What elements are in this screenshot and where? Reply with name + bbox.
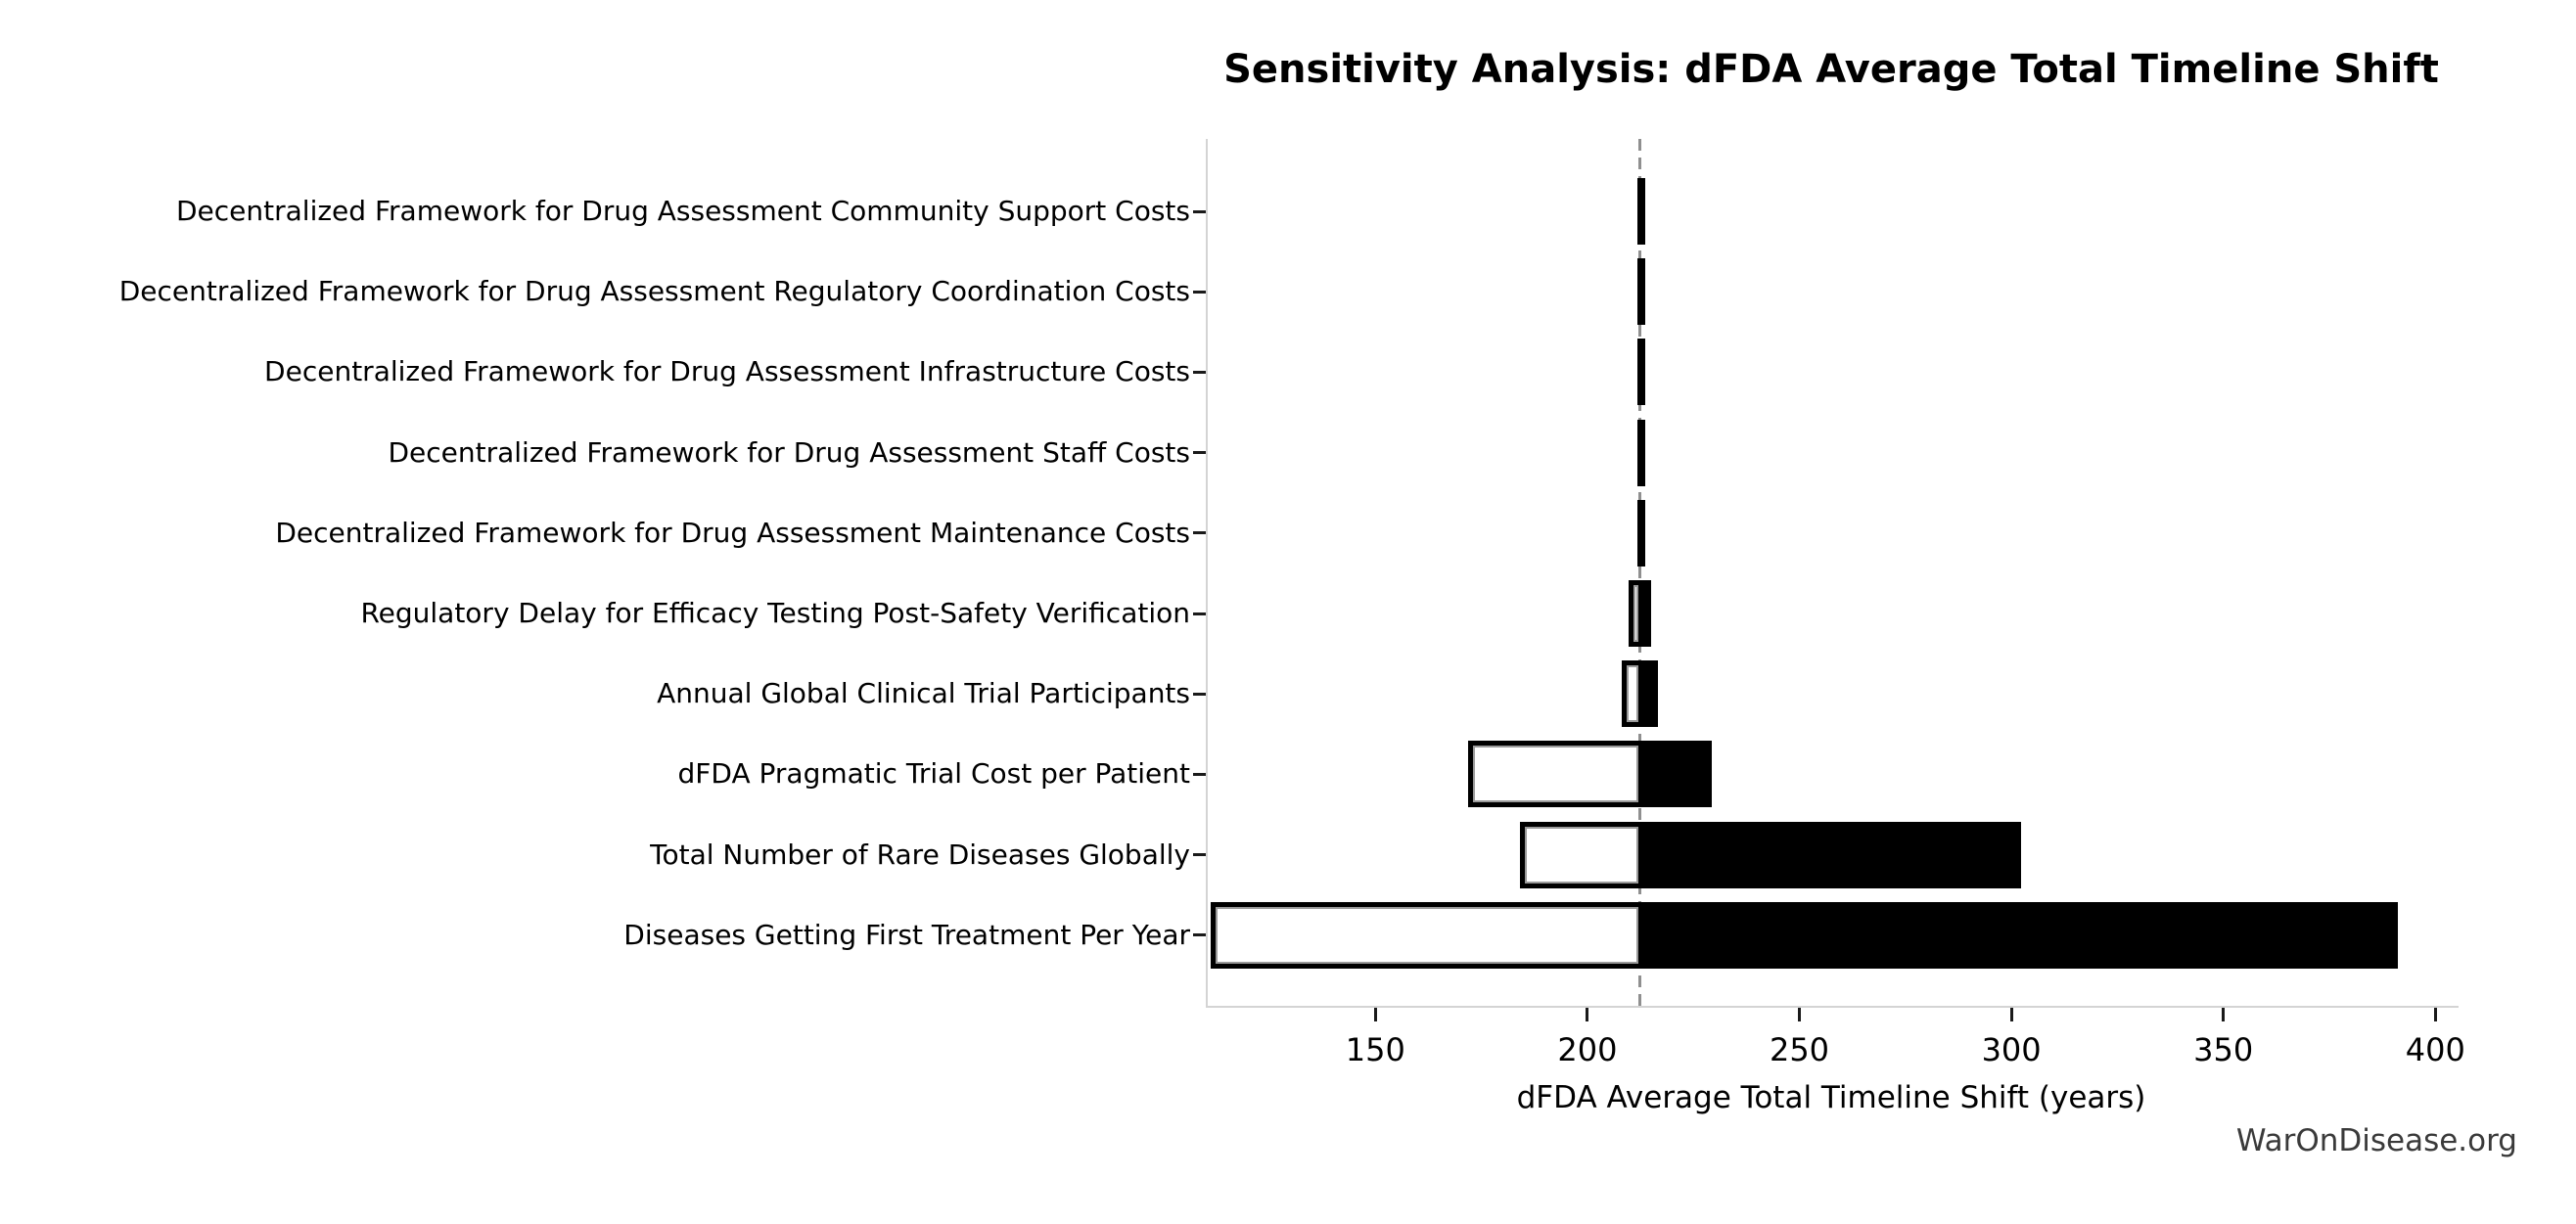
tornado-bar bbox=[1622, 660, 1658, 728]
x-tick-mark bbox=[1586, 1008, 1589, 1021]
y-tick-mark bbox=[1193, 933, 1206, 937]
x-tick-label: 150 bbox=[1345, 1031, 1405, 1068]
x-tick-mark bbox=[1798, 1008, 1801, 1021]
category-label: Decentralized Framework for Drug Assessm… bbox=[264, 355, 1190, 388]
x-tick-mark bbox=[1373, 1008, 1377, 1021]
tornado-bar-low-segment bbox=[1633, 585, 1638, 642]
x-tick-mark bbox=[2222, 1008, 2226, 1021]
x-tick-mark bbox=[2433, 1008, 2437, 1021]
y-tick-mark bbox=[1193, 290, 1206, 294]
category-label: Decentralized Framework for Drug Assessm… bbox=[176, 195, 1190, 227]
x-tick-label: 350 bbox=[2193, 1031, 2254, 1068]
y-tick-mark bbox=[1193, 531, 1206, 535]
y-tick-mark bbox=[1193, 451, 1206, 455]
x-axis-label: dFDA Average Total Timeline Shift (years… bbox=[1516, 1080, 2146, 1115]
x-tick-label: 200 bbox=[1557, 1031, 1618, 1068]
y-tick-mark bbox=[1193, 692, 1206, 696]
category-label: Total Number of Rare Diseases Globally bbox=[650, 838, 1190, 871]
category-label: Annual Global Clinical Trial Participant… bbox=[657, 677, 1190, 710]
y-tick-mark bbox=[1193, 853, 1206, 857]
tornado-bar bbox=[1636, 258, 1646, 326]
category-label: dFDA Pragmatic Trial Cost per Patient bbox=[677, 757, 1191, 791]
tornado-bar bbox=[1211, 901, 2399, 969]
watermark: WarOnDisease.org bbox=[2235, 1123, 2517, 1158]
y-tick-mark bbox=[1193, 772, 1206, 776]
y-tick-mark bbox=[1193, 612, 1206, 615]
tornado-bar bbox=[1520, 821, 2022, 888]
plot-area bbox=[1206, 139, 2459, 1008]
x-tick-label: 250 bbox=[1769, 1031, 1830, 1068]
category-label: Decentralized Framework for Drug Assessm… bbox=[275, 516, 1190, 549]
category-label: Diseases Getting First Treatment Per Yea… bbox=[623, 918, 1190, 951]
tornado-bar bbox=[1636, 178, 1646, 245]
tornado-bar bbox=[1468, 741, 1712, 808]
category-label: Decentralized Framework for Drug Assessm… bbox=[118, 275, 1190, 308]
x-tick-label: 400 bbox=[2405, 1031, 2465, 1068]
x-tick-mark bbox=[2009, 1008, 2013, 1021]
baseline-dashed-line bbox=[1638, 139, 1642, 1006]
chart-title: Sensitivity Analysis: dFDA Average Total… bbox=[1223, 47, 2439, 92]
tornado-bar-low-segment bbox=[1216, 906, 1638, 964]
x-tick-label: 300 bbox=[1981, 1031, 2042, 1068]
y-tick-mark bbox=[1193, 209, 1206, 213]
category-label: Decentralized Framework for Drug Assessm… bbox=[388, 435, 1190, 469]
y-tick-mark bbox=[1193, 370, 1206, 374]
tornado-bar-low-segment bbox=[1525, 826, 1638, 884]
category-label: Regulatory Delay for Efficacy Testing Po… bbox=[360, 597, 1190, 629]
tornado-bar bbox=[1636, 499, 1646, 567]
tornado-bar bbox=[1636, 419, 1646, 486]
tornado-bar bbox=[1629, 580, 1651, 647]
tornado-bar-low-segment bbox=[1627, 665, 1638, 723]
tornado-bar-low-segment bbox=[1473, 746, 1638, 803]
tornado-bar bbox=[1636, 339, 1646, 406]
